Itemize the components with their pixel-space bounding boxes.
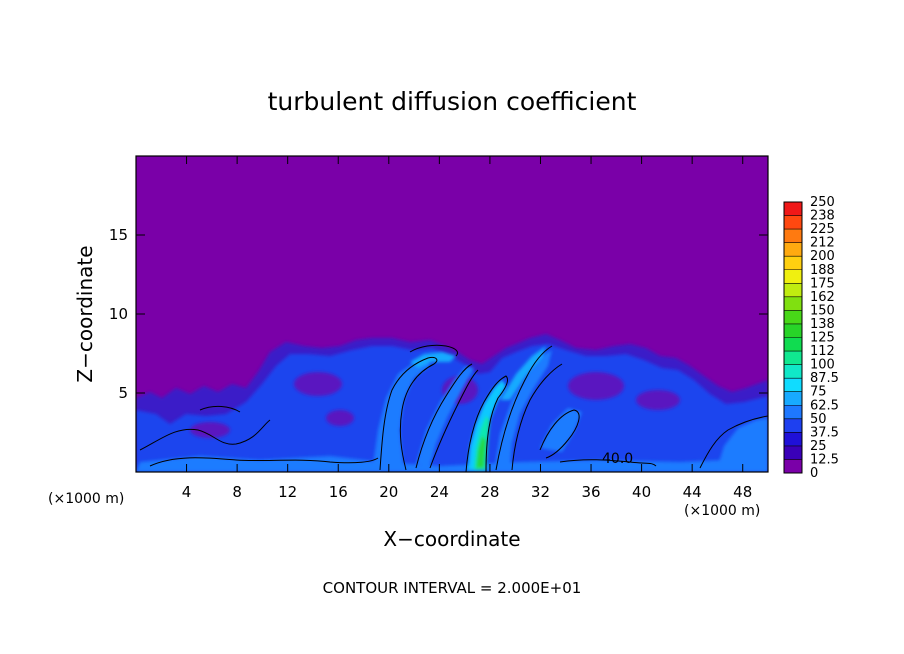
y-tick-label: 10 <box>109 305 128 323</box>
x-tick-label: 48 <box>733 483 752 501</box>
x-tick-label: 8 <box>232 483 242 501</box>
colorbar-swatch <box>784 310 802 324</box>
colorbar-label: 87.5 <box>810 371 839 386</box>
x-axis-ticks: 4 8 12 16 20 24 28 32 36 40 44 48 <box>182 156 752 501</box>
right-lobe <box>716 418 768 472</box>
colorbar-label: 112 <box>810 344 835 359</box>
y-axis-label: Z−coordinate <box>73 245 97 382</box>
contour-line <box>495 345 553 471</box>
contour-interval-note: CONTOUR INTERVAL = 2.000E+01 <box>323 579 582 597</box>
colorbar-swatch <box>784 269 802 284</box>
contour-line <box>465 375 509 472</box>
y-tick-label: 5 <box>118 384 128 402</box>
colorbar-swatch <box>784 337 802 352</box>
contour-line <box>199 405 241 413</box>
colorbar-swatch <box>784 364 802 379</box>
colorbar-swatch <box>784 215 802 230</box>
contour-line <box>149 457 379 467</box>
colorbar-swatch <box>784 378 802 392</box>
colorbar: 012.52537.55062.57587.510011212513815016… <box>783 195 839 481</box>
colorbar-swatch <box>784 296 802 311</box>
right-plume <box>494 350 552 472</box>
colorbar-label: 62.5 <box>810 398 839 413</box>
x-tick-label: 12 <box>278 483 297 501</box>
contour-line <box>559 459 657 467</box>
swirl <box>294 372 342 396</box>
x-axis-label: X−coordinate <box>383 527 520 551</box>
upper-arc <box>410 352 456 368</box>
swirl <box>190 422 230 438</box>
colorbar-label: 37.5 <box>810 425 839 440</box>
x-unit-left: (×1000 m) <box>48 491 124 507</box>
contour-line <box>539 409 580 459</box>
x-tick-label: 16 <box>329 483 348 501</box>
colorbar-label: 225 <box>810 222 835 237</box>
swirl <box>326 410 354 426</box>
contour-line <box>379 357 438 471</box>
contour-line <box>511 363 563 471</box>
swirl <box>568 372 624 400</box>
colorbar-label: 162 <box>810 290 835 305</box>
x-tick-label: 32 <box>531 483 550 501</box>
x-tick-label: 24 <box>430 483 449 501</box>
colorbar-swatch <box>784 351 802 365</box>
purple-swirls <box>190 372 680 438</box>
colorbar-label: 200 <box>810 249 835 264</box>
colorbar-label: 150 <box>810 303 835 318</box>
colorbar-label: 12.5 <box>810 452 839 467</box>
colorbar-label: 125 <box>810 331 835 346</box>
colorbar-label: 188 <box>810 263 835 278</box>
colorbar-label: 25 <box>810 439 827 454</box>
contour-line <box>415 363 473 469</box>
core-peak <box>476 436 486 468</box>
swirl <box>636 390 680 410</box>
x-tick-label: 28 <box>480 483 499 501</box>
colorbar-swatch <box>784 202 802 216</box>
contour-label: 40.0 <box>602 451 633 467</box>
colorbar-swatch <box>784 391 802 406</box>
diag-streak <box>500 346 546 400</box>
colorbar-label: 75 <box>810 385 827 400</box>
colorbar-swatch <box>784 459 802 473</box>
colorbar-swatch <box>784 432 802 446</box>
x-tick-label: 36 <box>581 483 600 501</box>
colorbar-swatch <box>784 242 802 257</box>
colorbar-swatch <box>784 445 802 460</box>
colorbar-label: 138 <box>810 317 835 332</box>
contour-line <box>409 344 459 357</box>
x-tick-label: 4 <box>182 483 192 501</box>
colorbar-swatch <box>784 418 802 433</box>
y-tick-label: 15 <box>109 226 128 244</box>
contour-line <box>429 369 479 469</box>
x-tick-label: 40 <box>632 483 651 501</box>
mid-lobe <box>540 408 582 452</box>
contour-line <box>139 419 271 451</box>
colorbar-swatch <box>784 229 802 243</box>
chart-title: turbulent diffusion coefficient <box>268 87 637 116</box>
colorbar-label: 175 <box>810 276 835 291</box>
colorbar-label: 238 <box>810 209 835 224</box>
plot-area: 40.0 <box>136 156 768 472</box>
contour-line <box>699 415 768 469</box>
colorbar-swatch <box>784 405 802 419</box>
x-tick-label: 20 <box>379 483 398 501</box>
slanted-band <box>416 366 474 466</box>
colorbar-swatch <box>784 283 802 297</box>
colorbar-label: 0 <box>810 466 818 481</box>
colorbar-swatch <box>784 256 802 270</box>
colorbar-label: 250 <box>810 195 835 210</box>
y-axis-ticks: 5 10 15 <box>109 226 768 402</box>
colorbar-swatch <box>784 323 802 338</box>
colorbar-label: 212 <box>810 236 835 251</box>
x-unit-right: (×1000 m) <box>684 503 760 519</box>
contour-lines <box>139 344 768 472</box>
colorbar-label: 100 <box>810 358 835 373</box>
x-tick-label: 44 <box>683 483 702 501</box>
colorbar-label: 50 <box>810 412 827 427</box>
